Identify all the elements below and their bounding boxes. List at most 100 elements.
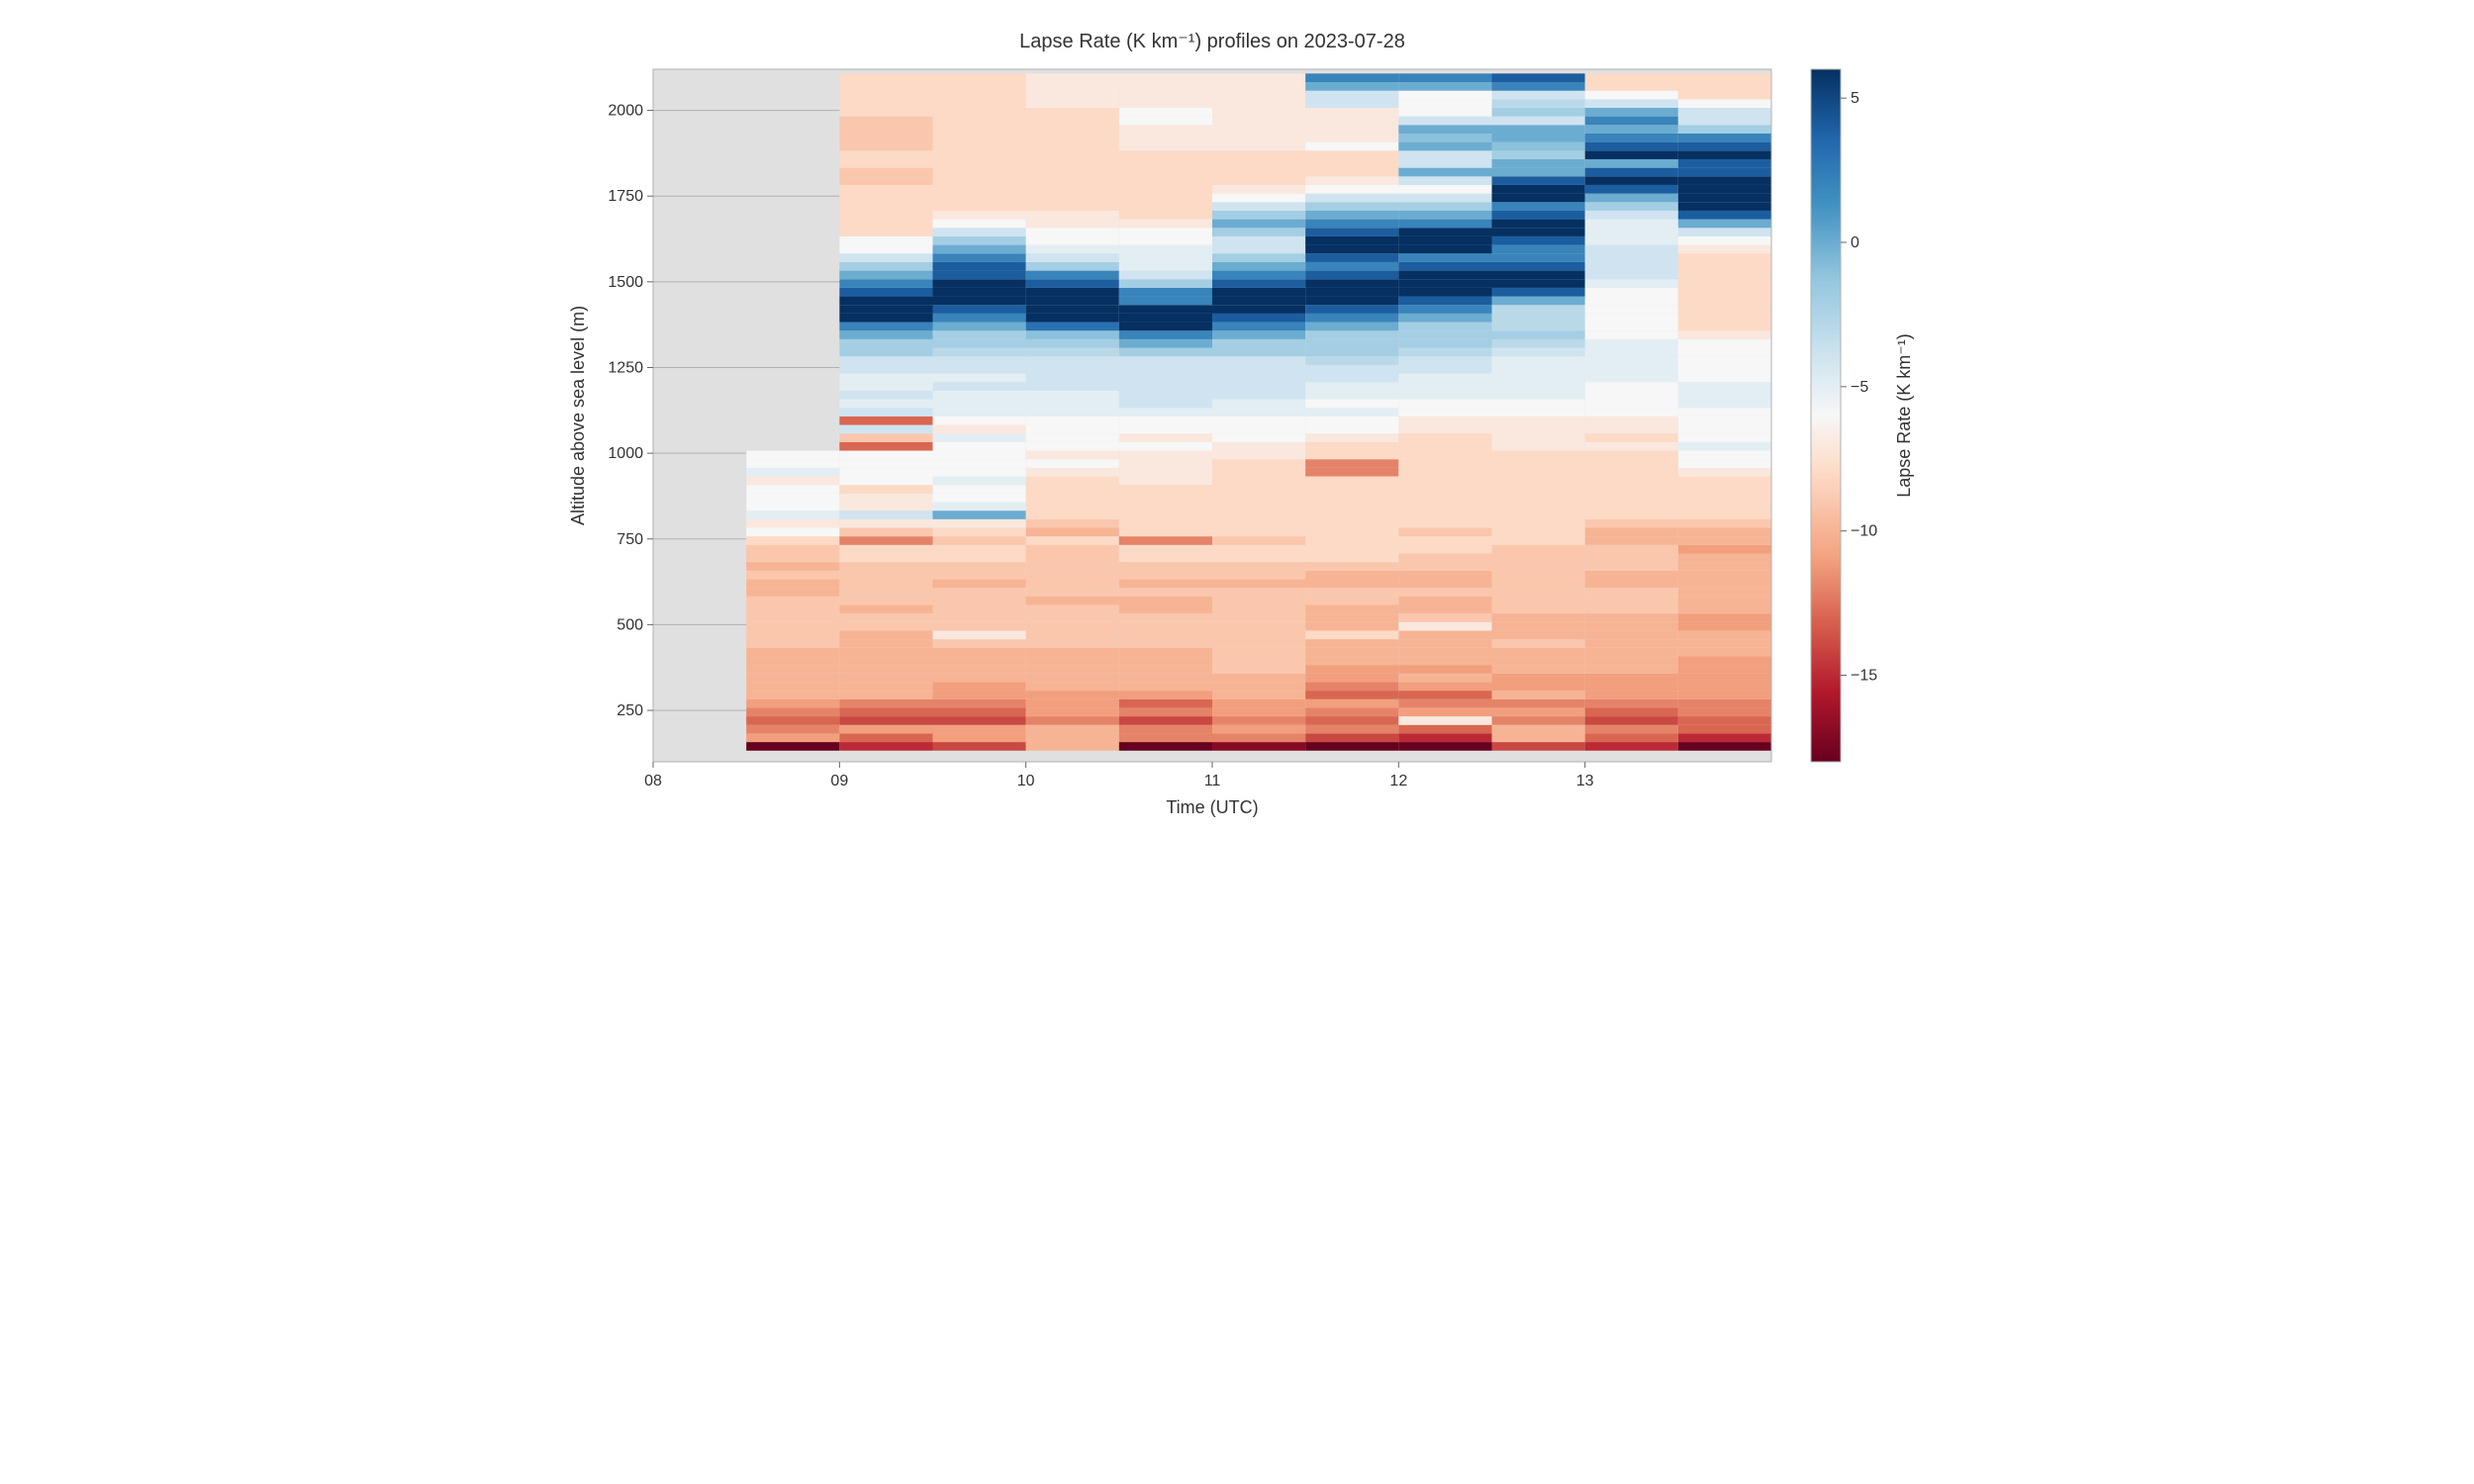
heatmap-cell	[839, 468, 932, 477]
heatmap-cell	[1398, 665, 1491, 674]
y-tick-label: 250	[617, 702, 643, 719]
heatmap-cell	[1212, 305, 1305, 314]
heatmap-cell	[933, 323, 1026, 331]
heatmap-cell	[1119, 91, 1212, 100]
heatmap-cell	[1492, 150, 1585, 159]
heatmap-cell	[1398, 323, 1491, 331]
heatmap-cell	[1398, 674, 1491, 683]
heatmap-cell	[1026, 117, 1119, 126]
heatmap-cell	[1678, 656, 1771, 665]
heatmap-cell	[1026, 510, 1119, 519]
heatmap-cell	[933, 211, 1026, 220]
heatmap-cell	[933, 510, 1026, 519]
heatmap-cell	[1305, 442, 1398, 451]
colorbar-label: Lapse Rate (K km⁻¹)	[1894, 333, 1914, 498]
heatmap-cell	[1305, 604, 1398, 613]
heatmap-cell	[1026, 348, 1119, 357]
heatmap-cell	[1119, 211, 1212, 220]
heatmap-cell	[933, 228, 1026, 236]
heatmap-cell	[1585, 253, 1678, 262]
heatmap-cell	[1026, 468, 1119, 477]
heatmap-cell	[1305, 417, 1398, 425]
heatmap-cell	[1492, 288, 1585, 297]
heatmap-cell	[1026, 176, 1119, 185]
heatmap-cell	[1119, 159, 1212, 168]
heatmap-cell	[933, 271, 1026, 280]
heatmap-cell	[1305, 279, 1398, 288]
heatmap-cell	[1212, 527, 1305, 536]
x-tick-label: 12	[1389, 773, 1407, 789]
heatmap-cell	[1398, 73, 1491, 82]
heatmap-cell	[1212, 417, 1305, 425]
heatmap-cell	[1492, 468, 1585, 477]
heatmap-cell	[746, 725, 839, 734]
heatmap-cell	[1678, 613, 1771, 622]
heatmap-cell	[1026, 674, 1119, 683]
heatmap-cell	[933, 588, 1026, 597]
heatmap-cell	[1398, 82, 1491, 91]
heatmap-cell	[839, 236, 932, 245]
heatmap-cell	[1492, 228, 1585, 236]
heatmap-cell	[1398, 656, 1491, 665]
heatmap-cell	[839, 288, 932, 297]
heatmap-cell	[1212, 211, 1305, 220]
heatmap-cell	[839, 691, 932, 699]
heatmap-cell	[1305, 682, 1398, 691]
heatmap-cell	[933, 297, 1026, 306]
heatmap-cell	[933, 604, 1026, 613]
heatmap-cell	[1119, 510, 1212, 519]
x-tick-label: 09	[830, 773, 848, 789]
heatmap-cell	[1305, 468, 1398, 477]
heatmap-cell	[1119, 142, 1212, 151]
heatmap-cell	[746, 656, 839, 665]
heatmap-cell	[1305, 571, 1398, 580]
heatmap-cell	[1212, 323, 1305, 331]
heatmap-cell	[1585, 442, 1678, 451]
heatmap-cell	[839, 365, 932, 374]
heatmap-cell	[1585, 228, 1678, 236]
heatmap-cell	[1305, 150, 1398, 159]
heatmap-cell	[839, 597, 932, 605]
heatmap-cell	[1212, 194, 1305, 203]
heatmap-cell	[1492, 159, 1585, 168]
heatmap-cell	[839, 510, 932, 519]
heatmap-cell	[1678, 228, 1771, 236]
heatmap-cell	[746, 691, 839, 699]
heatmap-cell	[1212, 571, 1305, 580]
heatmap-cell	[1398, 408, 1491, 417]
heatmap-cell	[1585, 365, 1678, 374]
heatmap-cell	[933, 665, 1026, 674]
heatmap-cell	[1678, 425, 1771, 434]
heatmap-cell	[1398, 245, 1491, 254]
heatmap-cell	[1119, 494, 1212, 503]
heatmap-cell	[1305, 485, 1398, 494]
heatmap-cell	[1119, 725, 1212, 734]
heatmap-cell	[1585, 630, 1678, 639]
heatmap-cell	[1212, 630, 1305, 639]
heatmap-cell	[1305, 365, 1398, 374]
heatmap-cell	[1026, 365, 1119, 374]
heatmap-cell	[1119, 588, 1212, 597]
heatmap-cell	[1492, 176, 1585, 185]
heatmap-cell	[1026, 691, 1119, 699]
heatmap-cell	[1212, 545, 1305, 554]
heatmap-cell	[1305, 117, 1398, 126]
heatmap-cell	[1585, 142, 1678, 151]
heatmap-cell	[1305, 99, 1398, 108]
heatmap-cell	[933, 468, 1026, 477]
heatmap-cell	[1305, 536, 1398, 545]
heatmap-cell	[1026, 150, 1119, 159]
heatmap-cell	[1678, 477, 1771, 486]
heatmap-cell	[1119, 536, 1212, 545]
heatmap-cell	[839, 485, 932, 494]
heatmap-cell	[839, 159, 932, 168]
heatmap-cell	[1305, 699, 1398, 708]
heatmap-cell	[1678, 159, 1771, 168]
heatmap-cell	[1212, 639, 1305, 648]
heatmap-cell	[1492, 648, 1585, 657]
heatmap-cell	[1678, 279, 1771, 288]
heatmap-cell	[1585, 305, 1678, 314]
heatmap-cell	[1492, 125, 1585, 134]
heatmap-cell	[1212, 228, 1305, 236]
heatmap-cell	[1305, 613, 1398, 622]
